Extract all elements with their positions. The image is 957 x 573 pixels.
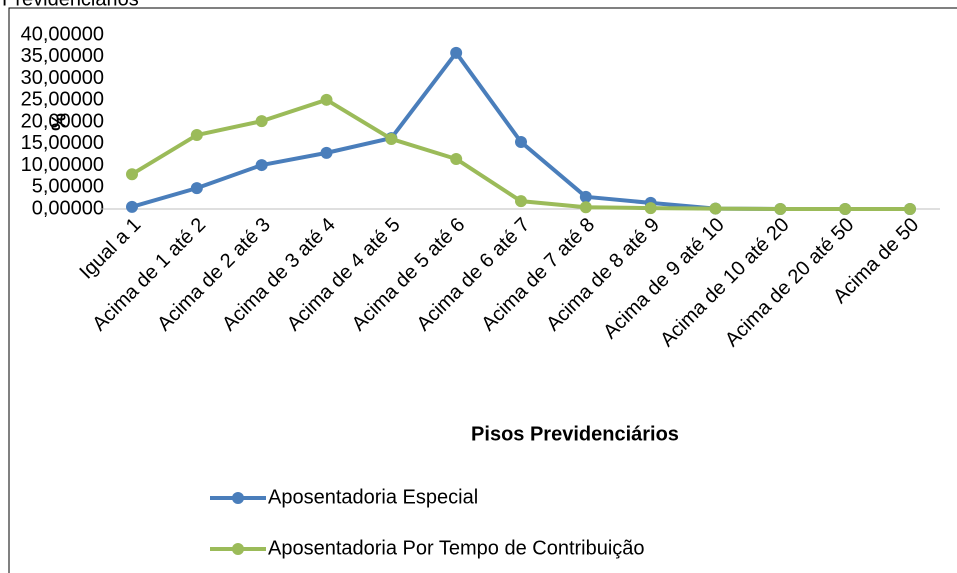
- legend-label: Aposentadoria Por Tempo de Contribuição: [268, 537, 645, 559]
- y-tick-label: 30,00000: [21, 67, 104, 89]
- data-point: [579, 190, 592, 203]
- data-point: [450, 152, 463, 165]
- data-point: [904, 203, 916, 215]
- data-point: [320, 146, 333, 159]
- data-point: [579, 201, 592, 214]
- data-point: [450, 46, 463, 59]
- y-tick-label: 0,00000: [32, 197, 104, 219]
- data-point: [190, 182, 203, 195]
- data-point: [255, 115, 268, 128]
- x-tick-label: Acima de 8 até 9: [542, 214, 664, 336]
- x-tick-label: Acima de 7 até 8: [477, 214, 599, 336]
- y-tick-label: 15,00000: [21, 132, 104, 154]
- y-tick-label: 25,00000: [21, 89, 104, 111]
- y-tick-label: 10,00000: [21, 154, 104, 176]
- legend-marker: [232, 543, 244, 555]
- x-tick-label: Acima de 6 até 7: [413, 214, 535, 336]
- y-tick-label: 35,00000: [21, 45, 104, 67]
- series-line: [130, 97, 910, 211]
- data-point: [515, 136, 527, 149]
- y-tick-label: 20,00000: [21, 110, 104, 132]
- y-tick-label: 5,00000: [32, 176, 104, 198]
- data-point: [515, 195, 527, 208]
- data-point: [385, 132, 398, 145]
- y-tick-label: 40,00000: [21, 23, 104, 45]
- x-tick-label: Acima de 1 até 2: [88, 214, 210, 336]
- x-tick-label: Acima de 3 até 4: [218, 214, 340, 336]
- x-tick-label: Acima de 9 até 10: [599, 214, 729, 344]
- series-line: [131, 50, 910, 211]
- x-tick-label: Acima de 2 até 3: [153, 214, 275, 336]
- data-point: [255, 159, 268, 172]
- x-tick-label: Acima de 5 até 6: [348, 214, 470, 336]
- data-point: [644, 202, 657, 215]
- data-point: [709, 202, 722, 215]
- y-axis-title: %: [48, 113, 70, 131]
- x-tick-label: Acima de 4 até 5: [283, 214, 405, 336]
- data-point: [839, 203, 852, 215]
- legend-marker: [232, 492, 244, 504]
- legend-label: Aposentadoria Especial: [268, 486, 478, 508]
- data-point: [126, 200, 138, 213]
- data-point: [126, 168, 138, 181]
- x-axis-title: Pisos Previdenciários: [471, 423, 679, 445]
- chart-title: Previdenciários: [2, 0, 139, 10]
- data-point: [190, 129, 203, 142]
- data-point: [320, 93, 333, 106]
- chart-frame: [8, 7, 957, 573]
- data-point: [774, 203, 787, 215]
